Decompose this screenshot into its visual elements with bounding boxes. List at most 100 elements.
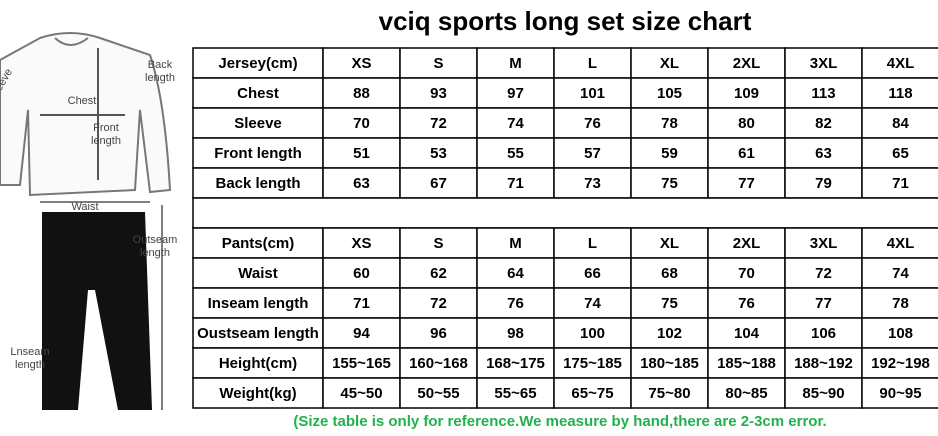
figure-label: Lnseam [10,346,49,358]
table-cell [861,377,938,409]
cell-text: 66 [584,265,601,282]
cell-text: 72 [430,115,447,132]
cell-text: 3XL [810,55,838,72]
cell-text: 79 [815,175,832,192]
cell-text: XS [351,235,371,252]
cell-text: 88 [353,85,370,102]
table-cell [322,317,401,349]
cell-text: Oustseam length [197,325,319,342]
cell-text: 62 [430,265,447,282]
cell-text: 74 [584,295,601,312]
table-cell [399,167,478,199]
table-cell [630,347,709,379]
cell-text: 4XL [887,55,915,72]
cell-text: 93 [430,85,447,102]
table-cell [476,77,555,109]
cell-text: 55 [507,145,524,162]
cell-text: S [433,55,443,72]
cell-text: 97 [507,85,524,102]
cell-text: 73 [584,175,601,192]
cell-text: 65 [892,145,909,162]
cell-text: 70 [353,115,370,132]
table-cell [322,257,401,289]
cell-text: 2XL [733,235,761,252]
cell-text: 65~75 [571,385,613,402]
cell-text: 60 [353,265,370,282]
cell-text: Back length [215,175,300,192]
cell-text: Chest [237,85,279,102]
note: (Size table is only for reference.We mea… [293,413,826,430]
cell-text: XL [660,235,679,252]
cell-text: 70 [738,265,755,282]
cell-text: 85~90 [802,385,844,402]
table-cell [322,287,401,319]
cell-text: 67 [430,175,447,192]
table-cell [630,287,709,319]
figure-label: length [15,359,45,371]
cell-text: Pants(cm) [222,235,295,252]
pants-figure [40,201,163,410]
table-cell [784,167,863,199]
cell-text: 4XL [887,235,915,252]
cell-text: 64 [507,265,524,282]
cell-text: 80~85 [725,385,767,402]
cell-text: 72 [815,265,832,282]
table-cell [322,167,401,199]
table-cell [399,77,478,109]
table-cell [553,257,632,289]
cell-text: 77 [815,295,832,312]
cell-text: 76 [507,295,524,312]
cell-text: Jersey(cm) [218,55,297,72]
table-cell [630,227,709,259]
cell-text: 53 [430,145,447,162]
cell-text: 71 [892,175,909,192]
table-cell [707,377,786,409]
figure-label: Front [93,122,119,134]
cell-text: 71 [353,295,370,312]
cell-text: 185~188 [717,355,776,372]
cell-text: M [509,235,522,252]
table-cell [553,377,632,409]
figure-label: Waist [71,201,98,213]
cell-text: 75~80 [648,385,690,402]
table-cell [322,227,401,259]
table-cell [707,137,786,169]
cell-text: 113 [811,85,835,102]
cell-text: 160~168 [409,355,468,372]
cell-text: 108 [888,325,913,342]
cell-text: 45~50 [340,385,382,402]
table-cell [861,137,938,169]
table-cell [476,347,555,379]
table-cell [707,47,786,79]
cell-text: Sleeve [234,115,282,132]
table-cell [476,257,555,289]
cell-text: 76 [738,295,755,312]
jersey-figure [0,32,172,197]
cell-text: 51 [353,145,370,162]
cell-text: 68 [661,265,678,282]
table-cell [476,377,555,409]
cell-text: Height(cm) [219,355,297,372]
table-cell [630,107,709,139]
figure-label: length [145,72,175,84]
table-cell [476,107,555,139]
cell-text: 94 [353,325,370,342]
table-cell [861,227,938,259]
table-cell [630,377,709,409]
table-cell [322,137,401,169]
cell-text: 55~65 [494,385,536,402]
cell-text: 63 [353,175,370,192]
cell-text: 84 [892,115,909,132]
cell-text: 109 [734,85,759,102]
table-cell [784,227,863,259]
cell-text: L [588,55,597,72]
cell-text: 76 [584,115,601,132]
table-cell [192,377,324,409]
cell-text: 74 [507,115,524,132]
figure-label: length [140,247,170,259]
cell-text: XS [351,55,371,72]
cell-text: 155~165 [332,355,391,372]
cell-text: 80 [738,115,755,132]
cell-text: 106 [811,325,836,342]
cell-text: 104 [734,325,760,342]
